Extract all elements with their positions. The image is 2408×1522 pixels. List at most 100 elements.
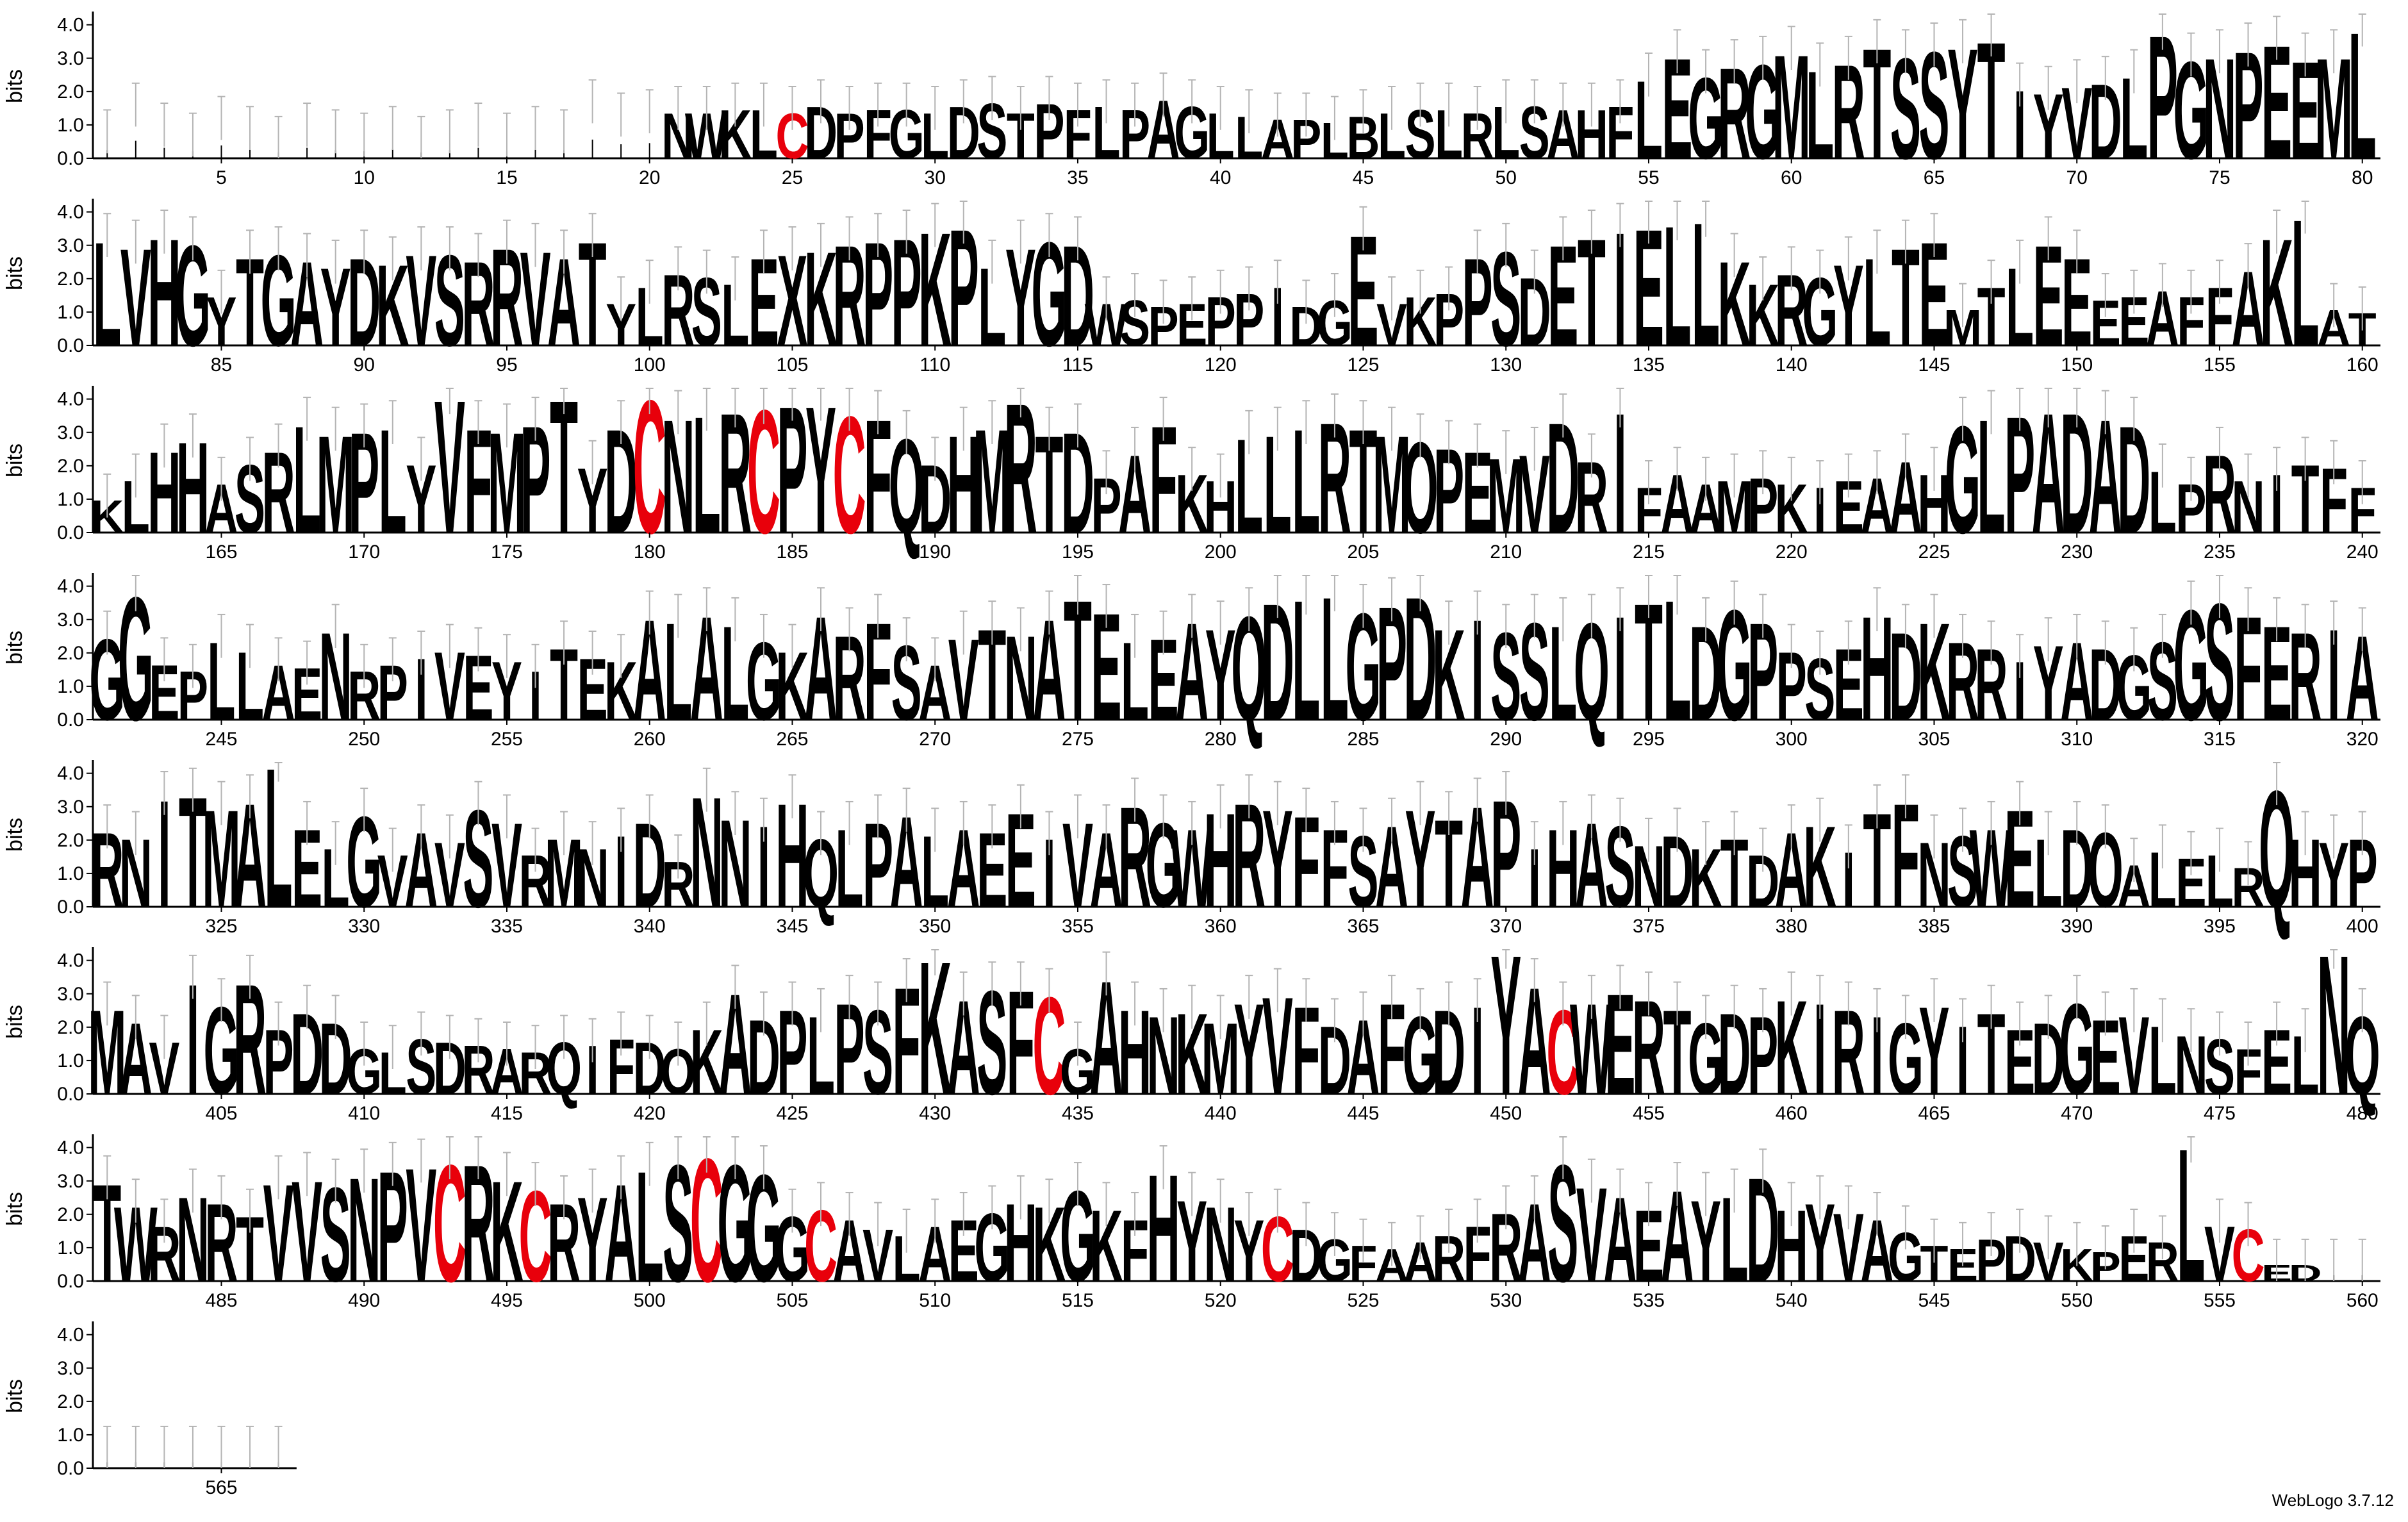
x-tick-label: 430 — [919, 1103, 951, 1124]
y-tick-label: 1.0 — [57, 676, 84, 697]
x-tick-label: 275 — [1062, 729, 1094, 750]
x-tick-label: 315 — [2204, 729, 2236, 750]
y-tick-label: 0.0 — [57, 522, 84, 543]
logo-glyph: I — [2013, 70, 2026, 179]
x-tick-label: 170 — [348, 542, 380, 563]
x-tick-label: 525 — [1347, 1290, 1379, 1311]
x-tick-label: 85 — [211, 354, 232, 376]
y-tick-label: 4.0 — [57, 15, 84, 36]
x-tick-label: 450 — [1490, 1103, 1522, 1124]
x-tick-label: 370 — [1490, 916, 1522, 937]
x-tick-label: 300 — [1776, 729, 1808, 750]
x-tick-label: 210 — [1490, 542, 1522, 563]
logo-glyph: I — [614, 815, 627, 929]
x-tick-label: 510 — [919, 1290, 951, 1311]
x-tick-label: 360 — [1205, 916, 1237, 937]
x-tick-label: 220 — [1776, 542, 1808, 563]
x-tick-label: 60 — [1781, 167, 1802, 188]
logo-glyph: I — [2013, 645, 2026, 738]
x-tick-label: 230 — [2061, 542, 2093, 563]
x-tick-label: 225 — [1918, 542, 1950, 563]
x-tick-label: 205 — [1347, 542, 1379, 563]
logo-glyph: I — [1471, 590, 1484, 750]
x-tick-label: 65 — [1924, 167, 1945, 188]
x-tick-label: 30 — [925, 167, 946, 188]
x-tick-label: 235 — [2204, 542, 2236, 563]
x-tick-label: 395 — [2204, 916, 2236, 937]
logo-glyph: I — [757, 802, 770, 932]
x-tick-label: 150 — [2061, 354, 2093, 376]
x-tick-label: 280 — [1205, 729, 1237, 750]
y-tick-label: 4.0 — [57, 389, 84, 410]
x-tick-label: 135 — [1633, 354, 1665, 376]
y-axis-label: bits — [3, 1005, 27, 1039]
y-tick-label: 3.0 — [57, 422, 84, 443]
x-tick-label: 380 — [1776, 916, 1808, 937]
x-tick-label: 90 — [354, 354, 375, 376]
y-tick-label: 2.0 — [57, 830, 84, 851]
x-tick-label: 325 — [205, 916, 237, 937]
x-tick-label: 425 — [776, 1103, 808, 1124]
logo-glyph — [591, 139, 593, 158]
logo-glyph: I — [1043, 819, 1055, 928]
y-tick-label: 4.0 — [57, 763, 84, 784]
x-tick-label: 405 — [205, 1103, 237, 1124]
y-tick-label: 1.0 — [57, 1050, 84, 1071]
logo-glyph — [334, 150, 336, 158]
logo-glyph: I — [2270, 458, 2283, 551]
x-tick-label: 465 — [1918, 1103, 1950, 1124]
x-tick-label: 390 — [2061, 916, 2093, 937]
y-tick-label: 0.0 — [57, 897, 84, 918]
x-tick-label: 555 — [2204, 1290, 2236, 1311]
x-tick-label: 290 — [1490, 729, 1522, 750]
x-tick-label: 335 — [491, 916, 523, 937]
x-tick-label: 540 — [1776, 1290, 1808, 1311]
x-tick-label: 70 — [2066, 167, 2088, 188]
x-tick-label: 515 — [1062, 1290, 1094, 1311]
y-tick-label: 0.0 — [57, 148, 84, 169]
x-tick-label: 25 — [782, 167, 803, 188]
logo-glyph — [563, 150, 565, 158]
logo-glyph — [163, 147, 165, 158]
logo-row: 0.01.02.03.04.0bitsKLHHA165SRLMP170LYVFM… — [3, 361, 2380, 573]
logo-glyph: I — [1813, 977, 1826, 1122]
x-tick-label: 340 — [634, 916, 666, 937]
logo-glyph: I — [529, 657, 542, 734]
logo-glyph — [220, 145, 222, 158]
logo-glyph: I — [1842, 836, 1855, 924]
x-tick-label: 110 — [919, 354, 950, 376]
logo-glyph — [620, 144, 622, 158]
y-tick-label: 2.0 — [57, 1017, 84, 1038]
logo-glyph: I — [1613, 377, 1626, 569]
x-tick-label: 345 — [776, 916, 808, 937]
y-tick-label: 2.0 — [57, 1391, 84, 1412]
y-tick-label: 2.0 — [57, 1204, 84, 1225]
logo-glyph — [477, 147, 479, 158]
x-tick-label: 455 — [1633, 1103, 1665, 1124]
x-tick-label: 365 — [1347, 916, 1379, 937]
x-tick-label: 445 — [1347, 1103, 1379, 1124]
x-tick-label: 255 — [491, 729, 523, 750]
x-tick-label: 560 — [2346, 1290, 2379, 1311]
x-tick-label: 535 — [1633, 1290, 1665, 1311]
y-tick-label: 4.0 — [57, 202, 84, 223]
y-tick-label: 0.0 — [57, 1271, 84, 1292]
x-tick-label: 115 — [1062, 354, 1093, 376]
x-tick-label: 505 — [776, 1290, 808, 1311]
x-tick-label: 160 — [2346, 354, 2379, 376]
y-tick-label: 4.0 — [57, 1137, 84, 1159]
logo-glyph: I — [1613, 200, 1626, 381]
logo-glyph: I — [1613, 586, 1626, 752]
x-tick-label: 410 — [348, 1103, 380, 1124]
x-tick-label: 125 — [1347, 354, 1379, 376]
x-tick-label: 40 — [1210, 167, 1231, 188]
logo-glyph: I — [1870, 995, 1883, 1118]
y-tick-label: 4.0 — [57, 576, 84, 597]
y-tick-label: 3.0 — [57, 609, 84, 631]
x-tick-label: 480 — [2346, 1103, 2379, 1124]
